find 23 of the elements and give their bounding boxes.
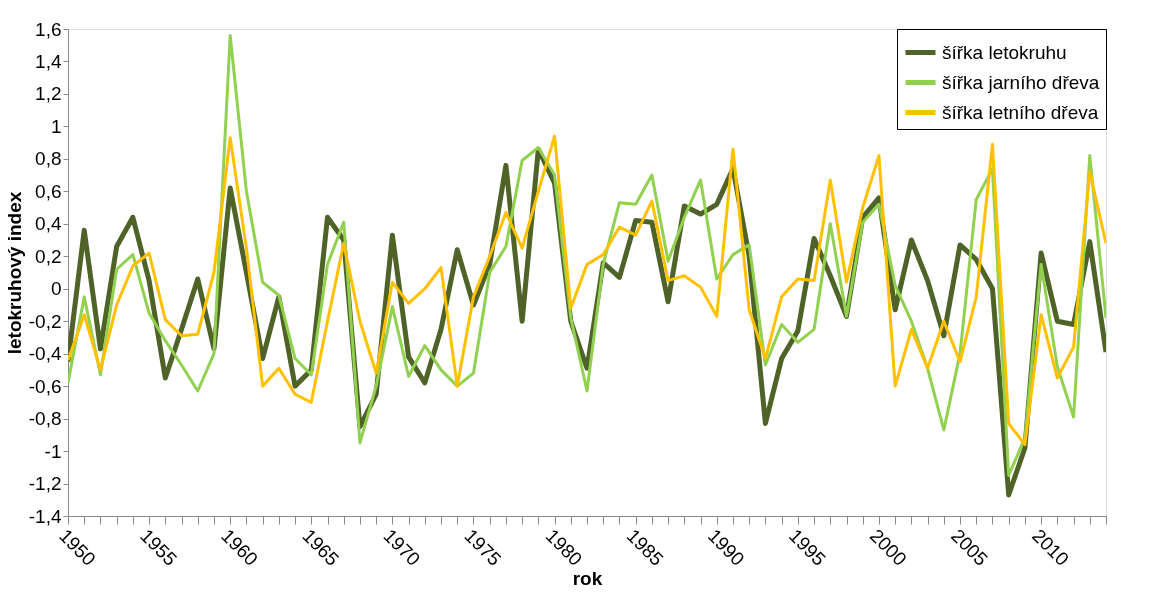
y-tick-label: -1,2 [28,473,62,495]
y-tick-label: -0,8 [28,408,62,430]
y-tick-label: -1,4 [28,505,62,527]
legend-label: šířka letního dřeva [942,101,1099,123]
y-tick-label: 0,4 [35,213,62,235]
y-tick-label: -0,6 [28,375,62,397]
line-series [68,134,1106,447]
y-tick-label: 1,2 [35,83,62,105]
y-tick-label: 0,8 [35,148,62,170]
y-axis-title: letokruhový index [3,191,25,355]
y-tick-label: -0,2 [28,310,62,332]
y-tick-label: 0,2 [35,245,62,267]
y-tick-label: 1,6 [35,18,62,40]
legend-label: šířka letokruhu [942,41,1067,63]
x-axis-title: rok [572,567,603,589]
y-tick-label: 0 [50,278,62,300]
y-tick-label: -0,4 [28,343,62,365]
legend-label: šířka jarního dřeva [942,71,1100,93]
y-tick-label: 1,4 [35,50,62,72]
y-tick-label: 0,6 [35,180,62,202]
y-tick-label: -1 [44,440,62,462]
y-tick-label: 1 [50,115,62,137]
line-series [68,33,1106,477]
